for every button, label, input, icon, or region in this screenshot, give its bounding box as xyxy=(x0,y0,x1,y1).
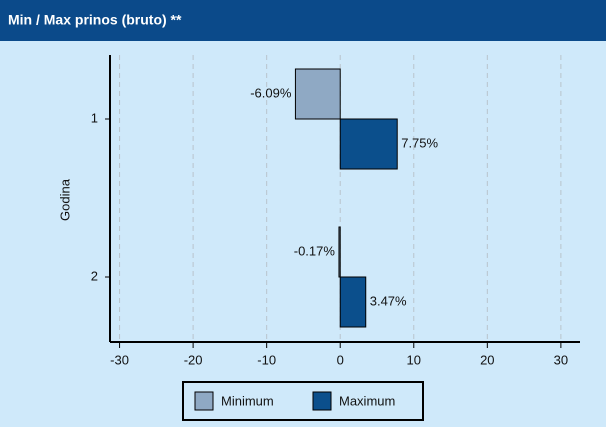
x-tick-label: 20 xyxy=(480,352,494,367)
bar xyxy=(294,68,341,120)
y-tick-label: 2 xyxy=(91,268,98,283)
legend-swatch xyxy=(312,391,332,411)
data-label: -6.09% xyxy=(250,85,292,100)
data-label: 7.75% xyxy=(401,135,438,150)
header xyxy=(0,0,606,41)
x-tick-label: -10 xyxy=(257,352,276,367)
x-tick-label: -30 xyxy=(110,352,129,367)
x-tick-label: 0 xyxy=(337,352,344,367)
legend-swatch xyxy=(194,391,214,411)
legend-box xyxy=(182,381,424,421)
x-tick-label: 30 xyxy=(554,352,568,367)
x-tick-label: 10 xyxy=(407,352,421,367)
data-label: 3.47% xyxy=(370,293,407,308)
legend-label: Maximum xyxy=(339,393,395,408)
y-axis-label: Godina xyxy=(57,178,72,221)
bar xyxy=(338,226,341,278)
y-tick-label: 1 xyxy=(91,110,98,125)
x-tick-label: -20 xyxy=(184,352,203,367)
legend-label: Minimum xyxy=(221,393,274,408)
data-label: -0.17% xyxy=(294,243,336,258)
bar xyxy=(339,276,367,328)
bar xyxy=(339,118,398,170)
chart-title: Min / Max prinos (bruto) ** xyxy=(8,12,182,28)
